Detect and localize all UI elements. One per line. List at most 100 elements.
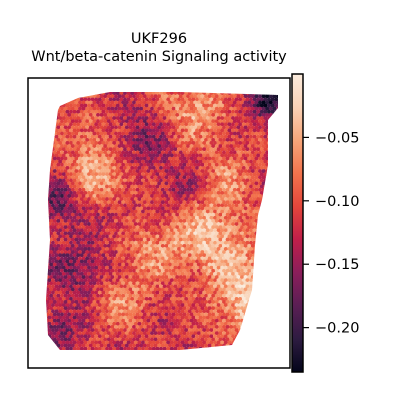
spot (63, 181, 68, 186)
spot (133, 92, 138, 96)
spot (258, 300, 262, 304)
spot (240, 156, 244, 161)
spot (236, 162, 241, 167)
spot (213, 178, 217, 183)
spot (200, 156, 205, 161)
spot (74, 112, 79, 117)
spot (146, 175, 151, 180)
spot (110, 137, 115, 142)
spot (110, 144, 115, 149)
spot (155, 103, 160, 108)
spot (58, 141, 63, 145)
spot (141, 147, 145, 152)
spot (265, 262, 270, 267)
spot (261, 225, 266, 230)
spot (216, 134, 221, 139)
spot (189, 150, 194, 155)
spot (276, 144, 278, 149)
spot (90, 172, 95, 177)
spot (222, 200, 226, 205)
spot (175, 194, 180, 198)
spot (99, 125, 104, 130)
spot (142, 119, 147, 124)
spot (54, 197, 59, 202)
spot (193, 187, 198, 192)
spot (272, 100, 277, 105)
spot (267, 284, 271, 289)
spot (187, 97, 192, 102)
spot (280, 119, 284, 123)
spot (166, 109, 171, 114)
spot (207, 144, 212, 149)
spot (272, 137, 277, 142)
spot (240, 131, 244, 136)
spot (92, 125, 97, 130)
spot (209, 190, 214, 195)
spot (121, 88, 125, 92)
spot (47, 153, 52, 158)
spot (227, 122, 232, 127)
spot (94, 116, 99, 121)
spot (241, 128, 246, 133)
spot (96, 112, 100, 117)
spot (229, 156, 234, 161)
spot (130, 159, 135, 164)
spot (96, 175, 100, 180)
spot (64, 88, 68, 92)
spot (106, 194, 111, 198)
spot (46, 147, 48, 152)
spot (114, 100, 118, 105)
spot (169, 92, 174, 96)
spot (51, 184, 55, 189)
spot (258, 194, 262, 198)
spot (103, 187, 108, 192)
spot (204, 131, 208, 136)
spot (268, 169, 273, 174)
spot (132, 187, 136, 192)
spot (56, 181, 61, 186)
spot (162, 92, 167, 96)
spot (87, 103, 91, 108)
spot (227, 134, 232, 139)
spot (277, 109, 278, 114)
spot (74, 150, 79, 155)
spot (245, 134, 250, 139)
spot (114, 156, 118, 161)
spot (166, 197, 171, 202)
spot (42, 263, 46, 267)
spot (263, 165, 268, 170)
spot (54, 147, 59, 152)
spot (133, 122, 138, 127)
spot (46, 112, 50, 117)
spot (258, 144, 262, 149)
spot (175, 187, 180, 192)
spot (213, 97, 217, 102)
spot (252, 103, 257, 108)
spot (67, 144, 72, 149)
spot (46, 109, 48, 114)
spot (272, 231, 277, 236)
spot (173, 172, 178, 177)
spot (258, 94, 262, 99)
spot (52, 200, 57, 205)
spot (258, 287, 262, 292)
spot (236, 106, 241, 111)
spot (144, 97, 149, 102)
spot (151, 97, 156, 102)
spot (249, 134, 253, 139)
spot (189, 100, 194, 105)
spot (126, 103, 131, 108)
spot (130, 122, 135, 127)
spot (175, 88, 179, 92)
spot (243, 187, 248, 192)
spot (99, 150, 104, 155)
spot (83, 147, 88, 152)
spot (69, 109, 73, 114)
spot (151, 172, 156, 177)
spot (216, 103, 221, 108)
spot (51, 159, 55, 164)
spot (49, 187, 54, 192)
spot (162, 134, 167, 139)
spot (270, 296, 275, 301)
spot (142, 194, 147, 198)
